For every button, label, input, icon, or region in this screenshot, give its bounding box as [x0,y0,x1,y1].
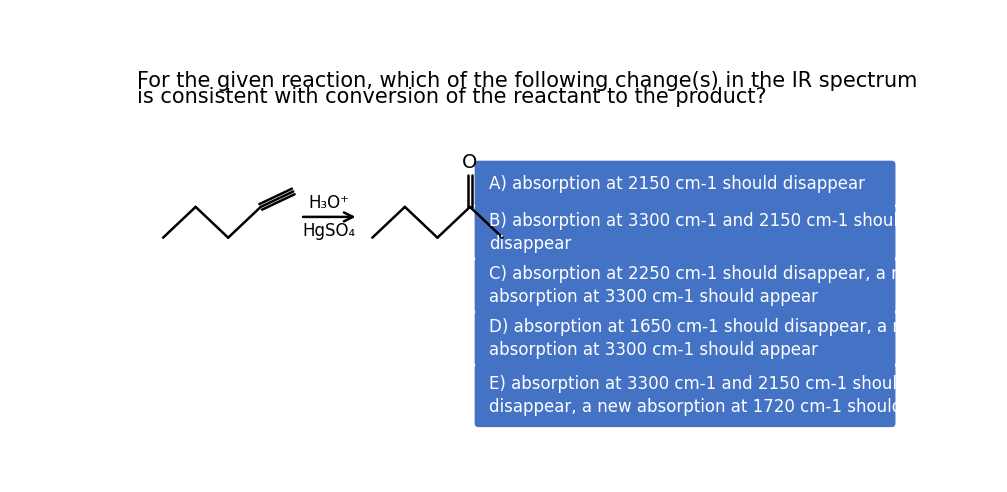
Text: HgSO₄: HgSO₄ [303,221,355,240]
Text: C) absorption at 2250 cm-1 should disappear, a new
absorption at 3300 cm-1 shoul: C) absorption at 2250 cm-1 should disapp… [489,265,925,306]
Text: D) absorption at 1650 cm-1 should disappear, a new
absorption at 3300 cm-1 shoul: D) absorption at 1650 cm-1 should disapp… [489,318,927,359]
Text: H₃O⁺: H₃O⁺ [309,194,349,212]
Text: B) absorption at 3300 cm-1 and 2150 cm-1 should
disappear: B) absorption at 3300 cm-1 and 2150 cm-1… [489,212,909,253]
FancyBboxPatch shape [474,364,895,427]
Text: A) absorption at 2150 cm-1 should disappear: A) absorption at 2150 cm-1 should disapp… [489,175,865,193]
FancyBboxPatch shape [474,205,895,260]
FancyBboxPatch shape [474,258,895,313]
Text: For the given reaction, which of the following change(s) in the IR spectrum: For the given reaction, which of the fol… [137,70,917,91]
FancyBboxPatch shape [474,311,895,366]
FancyBboxPatch shape [474,161,895,207]
Text: is consistent with conversion of the reactant to the product?: is consistent with conversion of the rea… [137,87,766,107]
Text: E) absorption at 3300 cm-1 and 2150 cm-1 should
disappear, a new absorption at 1: E) absorption at 3300 cm-1 and 2150 cm-1… [489,375,967,416]
Text: O: O [462,153,477,172]
